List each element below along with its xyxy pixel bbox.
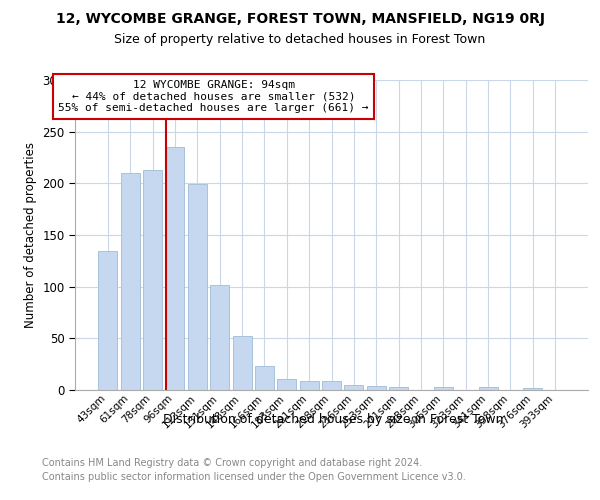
- Bar: [523, 388, 542, 390]
- Y-axis label: Number of detached properties: Number of detached properties: [24, 142, 37, 328]
- Bar: [255, 366, 274, 390]
- Bar: [322, 380, 341, 390]
- Bar: [389, 387, 408, 390]
- Bar: [367, 386, 386, 390]
- Bar: [121, 173, 140, 390]
- Bar: [299, 380, 319, 390]
- Bar: [277, 378, 296, 390]
- Bar: [479, 387, 497, 390]
- Bar: [344, 385, 364, 390]
- Text: 12, WYCOMBE GRANGE, FOREST TOWN, MANSFIELD, NG19 0RJ: 12, WYCOMBE GRANGE, FOREST TOWN, MANSFIE…: [56, 12, 545, 26]
- Bar: [233, 336, 251, 390]
- Bar: [210, 284, 229, 390]
- Bar: [166, 147, 184, 390]
- Text: Size of property relative to detached houses in Forest Town: Size of property relative to detached ho…: [115, 32, 485, 46]
- Bar: [98, 250, 118, 390]
- Text: Distribution of detached houses by size in Forest Town: Distribution of detached houses by size …: [163, 412, 503, 426]
- Bar: [434, 387, 453, 390]
- Text: 12 WYCOMBE GRANGE: 94sqm
← 44% of detached houses are smaller (532)
55% of semi-: 12 WYCOMBE GRANGE: 94sqm ← 44% of detach…: [58, 80, 369, 113]
- Text: Contains HM Land Registry data © Crown copyright and database right 2024.: Contains HM Land Registry data © Crown c…: [42, 458, 422, 468]
- Text: Contains public sector information licensed under the Open Government Licence v3: Contains public sector information licen…: [42, 472, 466, 482]
- Bar: [188, 184, 207, 390]
- Bar: [143, 170, 162, 390]
